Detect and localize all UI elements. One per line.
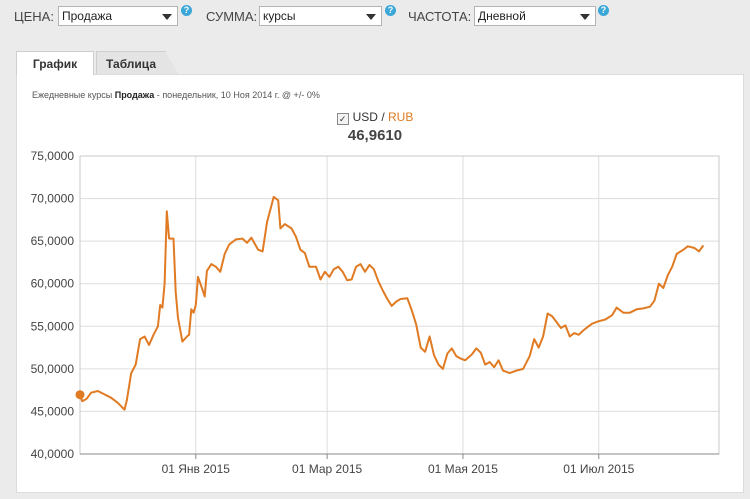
frequency-label: ЧАСТОТА: <box>408 9 472 24</box>
chart-subtitle: Ежедневные курсы Продажа - понедельник, … <box>32 90 320 100</box>
legend-base-currency: USD <box>352 110 378 124</box>
x-tick-label: 01 Янв 2015 <box>162 462 231 476</box>
y-tick-label: 40,0000 <box>31 447 75 461</box>
sum-select-value: курсы <box>263 9 296 23</box>
filters-bar: ЦЕНА: Продажа ? СУММА: курсы ? ЧАСТОТА: … <box>0 0 750 40</box>
y-tick-label: 75,0000 <box>31 149 75 163</box>
subtitle-date: понедельник, 10 Ноя 2014 г. <box>162 90 280 100</box>
tab-table[interactable]: Таблица <box>96 51 179 75</box>
tab-chart[interactable]: График <box>16 51 94 75</box>
help-icon[interactable]: ? <box>181 5 192 16</box>
y-tick-label: 65,0000 <box>31 234 75 248</box>
legend-slash: / <box>377 110 388 124</box>
legend: ✓ USD / RUB 46,9610 <box>0 110 750 144</box>
x-tick-label: 01 Июл 2015 <box>563 462 634 476</box>
y-tick-label: 70,0000 <box>31 192 75 206</box>
y-tick-label: 60,0000 <box>31 277 75 291</box>
subtitle-prefix: Ежедневные курсы <box>32 90 113 100</box>
legend-quote-currency: RUB <box>388 110 414 124</box>
subtitle-suffix: @ +/- 0% <box>281 90 320 100</box>
y-tick-label: 50,0000 <box>31 362 75 376</box>
current-rate-value: 46,9610 <box>347 127 403 144</box>
help-icon[interactable]: ? <box>385 5 396 16</box>
chevron-down-icon <box>580 14 590 20</box>
frequency-select-value: Дневной <box>478 9 526 23</box>
x-tick-label: 01 Мар 2015 <box>292 462 363 476</box>
series-line-usd-rub <box>79 195 705 411</box>
sum-label: СУММА: <box>206 9 258 24</box>
y-tick-label: 55,0000 <box>31 319 75 333</box>
subtitle-separator: - <box>156 90 160 100</box>
help-icon[interactable]: ? <box>598 5 609 16</box>
price-label: ЦЕНА: <box>14 9 54 24</box>
frequency-select[interactable]: Дневной <box>474 6 596 26</box>
start-point-marker <box>75 390 85 400</box>
x-tick-label: 01 Мая 2015 <box>428 462 498 476</box>
series-checkbox[interactable]: ✓ <box>336 113 349 125</box>
price-select[interactable]: Продажа <box>58 6 178 26</box>
chevron-down-icon <box>366 14 376 20</box>
y-tick-label: 45,0000 <box>31 404 75 418</box>
subtitle-type: Продажа <box>114 90 155 100</box>
price-select-value: Продажа <box>62 9 113 23</box>
sum-select[interactable]: курсы <box>259 6 382 26</box>
chevron-down-icon <box>162 14 172 20</box>
